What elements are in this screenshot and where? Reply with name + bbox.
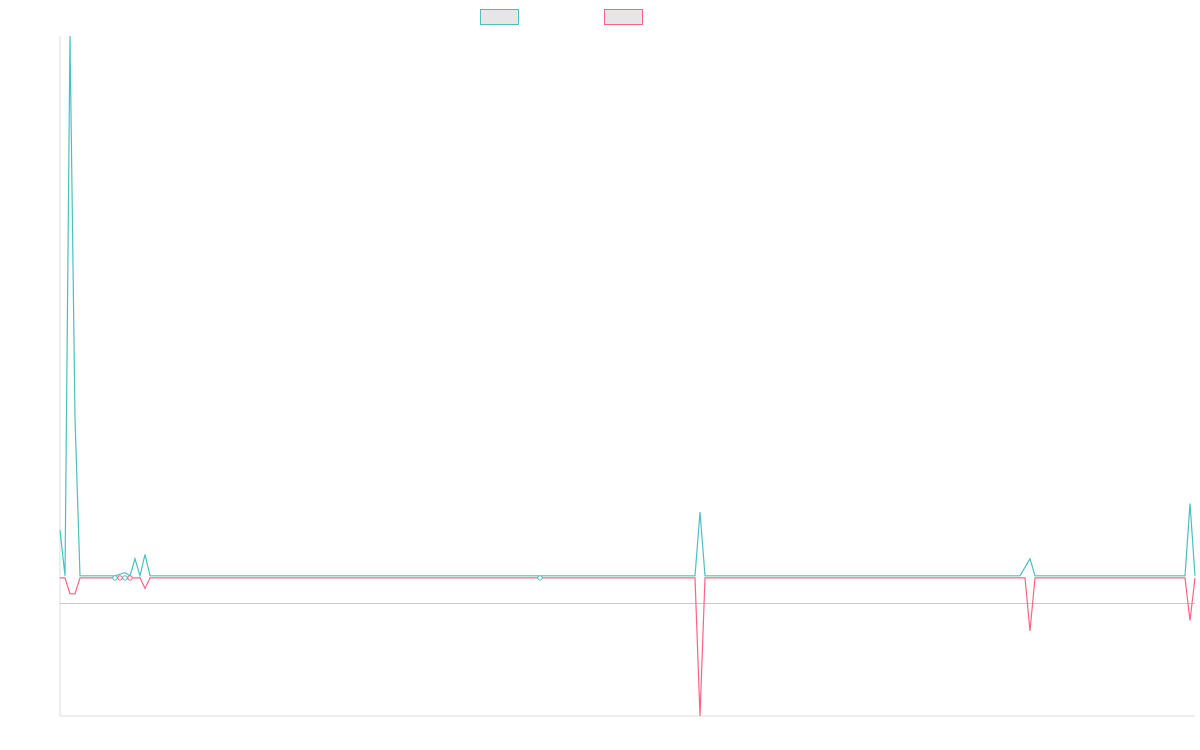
data-point-marker[interactable] <box>127 575 133 581</box>
data-point-marker[interactable] <box>122 575 128 581</box>
data-point-marker[interactable] <box>117 575 123 581</box>
plot-area <box>59 35 1196 717</box>
series-line-1 <box>59 35 1196 579</box>
series-line-2 <box>60 577 1196 717</box>
legend-swatch-series-1[interactable] <box>480 9 519 25</box>
data-point-marker[interactable] <box>112 575 118 581</box>
legend-swatch-series-2[interactable] <box>604 9 643 25</box>
data-point-marker[interactable] <box>537 575 543 581</box>
